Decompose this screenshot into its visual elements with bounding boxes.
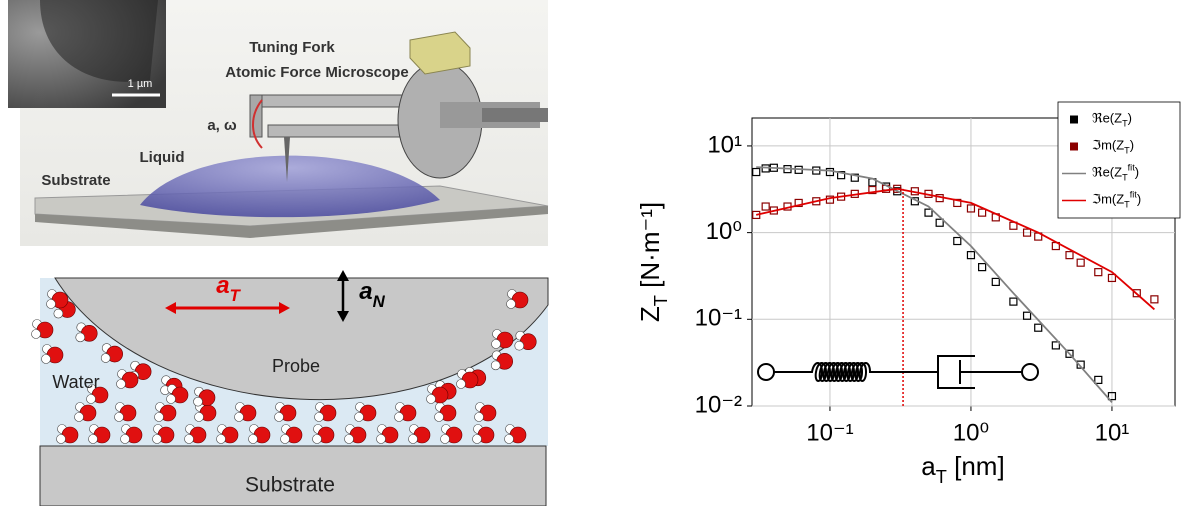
hydrogen	[473, 435, 482, 444]
page: 1 µm Tuning Fork Atomic Force Microscope…	[0, 0, 1184, 506]
substrate-label: Substrate	[245, 474, 335, 497]
hydrogen	[195, 413, 204, 422]
hydrogen	[515, 341, 524, 350]
probe-label: Probe	[272, 356, 320, 376]
hydrogen	[409, 435, 418, 444]
hydrogen	[475, 413, 484, 422]
hydrogen	[42, 355, 51, 364]
hydrogen	[491, 361, 500, 370]
x-tick-label: 10¹	[1095, 419, 1130, 446]
water-label: Water	[52, 372, 99, 392]
hydrogen	[47, 300, 56, 309]
illustration-label: Liquid	[140, 149, 185, 166]
legend-swatch	[1070, 143, 1078, 151]
block	[410, 32, 470, 74]
hydrogen	[115, 413, 124, 422]
y-tick-label: 10⁻²	[695, 391, 742, 418]
hydrogen	[441, 435, 450, 444]
hydrogen	[193, 397, 202, 406]
legend: ℜe(ZT)ℑm(ZT)ℜe(ZTfit)ℑm(ZTfit)	[1058, 102, 1180, 218]
illustration-label: Substrate	[41, 172, 110, 189]
hydrogen	[155, 413, 164, 422]
hydrogen	[89, 435, 98, 444]
hydrogen	[235, 413, 244, 422]
legend-swatch	[1070, 116, 1078, 124]
hydrogen	[249, 435, 258, 444]
y-tick-label: 10⁰	[706, 218, 742, 245]
hydrogen	[427, 395, 436, 404]
hydrogen	[281, 435, 290, 444]
hydrogen	[121, 435, 130, 444]
hydrogen	[313, 435, 322, 444]
hydrogen	[185, 435, 194, 444]
illustration-label: Atomic Force Microscope	[225, 64, 408, 81]
chart: ℜe(ZT)ℑm(ZT)ℜe(ZTfit)ℑm(ZTfit) aT [nm] Z…	[635, 102, 1180, 487]
x-axis-label: aT [nm]	[921, 451, 1004, 487]
terminal	[758, 364, 774, 380]
hydrogen	[492, 340, 501, 349]
hydrogen	[457, 380, 466, 389]
hydrogen	[54, 309, 63, 318]
hydrogen	[505, 435, 514, 444]
illustration-label: Tuning Fork	[249, 39, 335, 56]
hydrogen	[435, 413, 444, 422]
hydrogen	[167, 395, 176, 404]
x-tick-label: 10⁻¹	[806, 419, 853, 446]
arrow-head	[337, 270, 349, 281]
hydrogen	[345, 435, 354, 444]
hydrogen	[507, 300, 516, 309]
x-tick-label: 10⁰	[953, 419, 989, 446]
hydrogen	[101, 354, 110, 363]
afm-illustration: 1 µm Tuning Fork Atomic Force Microscope…	[8, 0, 548, 246]
illustration-label: a, ω	[207, 117, 237, 134]
hydrogen	[275, 413, 284, 422]
hydrogen	[315, 413, 324, 422]
terminal	[1022, 364, 1038, 380]
y-axis-label: ZT [N·m⁻¹]	[635, 202, 671, 322]
rod	[482, 108, 548, 122]
hydrogen	[57, 435, 66, 444]
hydrogen	[87, 395, 96, 404]
hydrogen	[153, 435, 162, 444]
y-tick-label: 10¹	[707, 131, 742, 158]
hydrogen	[395, 413, 404, 422]
hydrogen	[355, 413, 364, 422]
hydrogen	[377, 435, 386, 444]
y-tick-label: 10⁻¹	[695, 305, 742, 332]
hydrogen	[32, 330, 41, 339]
scale-label: 1 µm	[128, 78, 153, 90]
hydrogen	[117, 380, 126, 389]
hydrogen	[217, 435, 226, 444]
hydrogen	[75, 413, 84, 422]
hydrogen	[76, 333, 85, 342]
figure: 1 µm Tuning Fork Atomic Force Microscope…	[0, 0, 1184, 506]
